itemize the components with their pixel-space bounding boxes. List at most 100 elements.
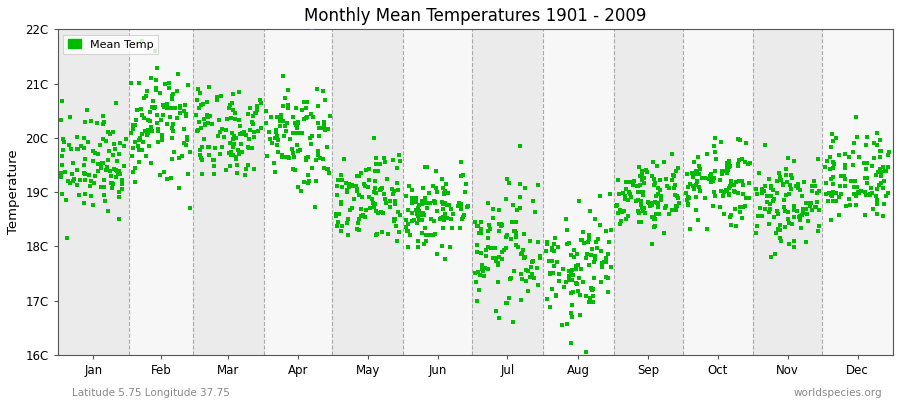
Point [132, 159, 147, 166]
Point [724, 221, 738, 228]
Point [366, 188, 381, 195]
Point [668, 182, 682, 189]
Point [373, 187, 387, 194]
Point [176, 152, 190, 159]
Point [205, 156, 220, 163]
Point [834, 173, 849, 180]
Point [646, 224, 661, 230]
Point [735, 156, 750, 162]
Point [418, 198, 432, 204]
Point [548, 292, 562, 298]
Point [842, 153, 856, 160]
Point [178, 113, 193, 119]
Point [772, 169, 787, 176]
Point [439, 215, 454, 221]
Point [574, 266, 589, 272]
Point [508, 227, 523, 234]
Point [857, 160, 871, 166]
Point [573, 237, 588, 243]
Point [273, 118, 287, 124]
Point [651, 185, 665, 191]
Point [513, 205, 527, 212]
Point [176, 108, 191, 114]
Point [169, 114, 184, 121]
Point [552, 278, 566, 284]
Point [539, 241, 554, 248]
Point [849, 202, 863, 208]
Point [772, 174, 787, 180]
Point [291, 148, 305, 154]
Point [94, 160, 109, 167]
Point [161, 80, 176, 86]
Point [589, 253, 603, 260]
Point [472, 287, 486, 294]
Point [828, 190, 842, 196]
Point [647, 216, 662, 222]
Point [64, 146, 78, 152]
Point [287, 154, 302, 160]
Point [302, 154, 316, 160]
Point [305, 165, 320, 171]
Point [331, 219, 346, 225]
Point [623, 178, 637, 185]
Point [426, 183, 440, 189]
Point [787, 238, 801, 244]
Point [513, 194, 527, 200]
Point [679, 190, 693, 196]
Point [191, 126, 205, 133]
Point [546, 240, 561, 247]
Point [600, 275, 615, 281]
Point [352, 192, 366, 198]
Point [155, 132, 169, 138]
Point [754, 213, 769, 219]
Point [124, 80, 139, 86]
Point [194, 90, 208, 96]
Point [618, 196, 633, 202]
Point [224, 151, 238, 158]
Point [873, 165, 887, 172]
Point [114, 186, 129, 192]
Point [267, 160, 282, 167]
Point [567, 247, 581, 254]
Point [96, 136, 111, 142]
Point [351, 220, 365, 226]
Point [735, 178, 750, 184]
Point [492, 228, 507, 234]
Point [210, 93, 224, 100]
Point [247, 166, 261, 172]
Point [492, 221, 507, 228]
Point [544, 304, 558, 310]
Point [223, 101, 238, 108]
Point [145, 104, 159, 110]
Point [509, 230, 524, 236]
Point [713, 204, 727, 210]
Point [716, 211, 731, 217]
Point [878, 168, 892, 174]
Point [214, 144, 229, 150]
Point [133, 135, 148, 141]
Point [584, 285, 598, 291]
Point [400, 206, 415, 213]
Point [691, 217, 706, 223]
Point [106, 141, 121, 147]
Point [112, 151, 127, 157]
Point [428, 167, 443, 174]
Point [442, 202, 456, 209]
Point [779, 172, 794, 178]
Point [762, 206, 777, 212]
Point [634, 201, 649, 208]
Point [669, 203, 683, 210]
Point [682, 226, 697, 232]
Point [363, 204, 377, 211]
Point [370, 231, 384, 237]
Point [58, 169, 72, 175]
Point [470, 242, 484, 248]
Point [53, 170, 68, 176]
Point [667, 184, 681, 191]
Point [428, 231, 442, 238]
Point [335, 184, 349, 190]
Point [560, 241, 574, 248]
Point [303, 135, 318, 141]
Point [735, 215, 750, 222]
Point [213, 151, 228, 158]
